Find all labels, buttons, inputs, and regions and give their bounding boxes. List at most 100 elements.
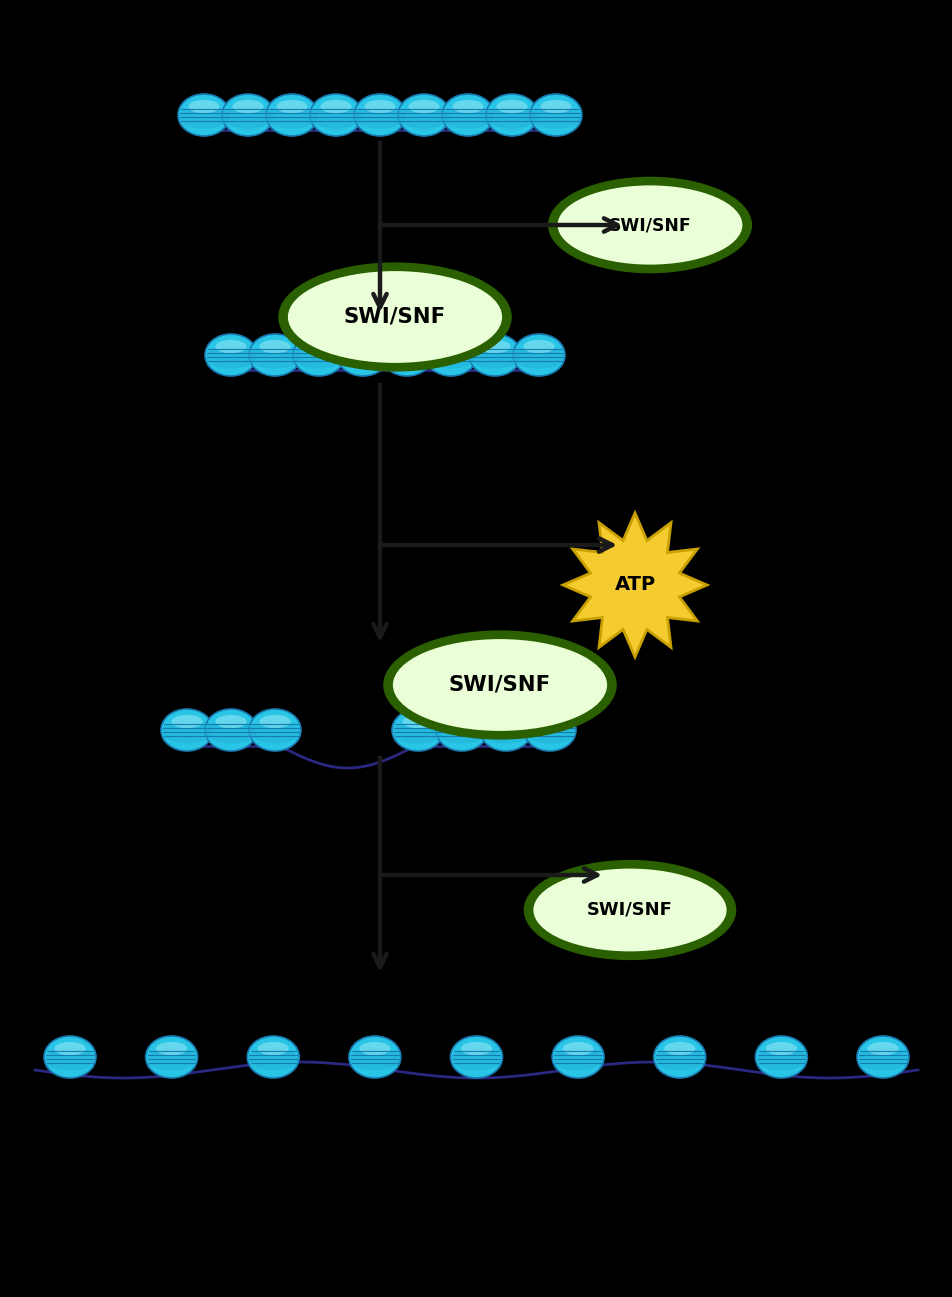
Ellipse shape: [408, 100, 439, 113]
Ellipse shape: [480, 709, 531, 751]
Ellipse shape: [398, 93, 449, 136]
Ellipse shape: [292, 335, 345, 376]
Ellipse shape: [398, 105, 449, 128]
Ellipse shape: [259, 340, 290, 353]
Ellipse shape: [257, 1041, 288, 1056]
Text: SWI/SNF: SWI/SNF: [344, 307, 446, 327]
Ellipse shape: [215, 715, 247, 729]
Ellipse shape: [425, 335, 477, 376]
Ellipse shape: [382, 351, 431, 374]
Ellipse shape: [349, 1048, 400, 1070]
Ellipse shape: [179, 112, 228, 134]
Ellipse shape: [557, 185, 742, 265]
Ellipse shape: [348, 1036, 401, 1078]
Text: SWI/SNF: SWI/SNF: [586, 901, 672, 920]
Ellipse shape: [512, 335, 565, 376]
Ellipse shape: [402, 715, 433, 729]
Ellipse shape: [46, 1054, 94, 1075]
Ellipse shape: [524, 709, 575, 751]
Ellipse shape: [222, 93, 274, 136]
Ellipse shape: [161, 721, 212, 743]
Ellipse shape: [156, 1041, 187, 1056]
Ellipse shape: [146, 1036, 197, 1078]
Ellipse shape: [399, 112, 448, 134]
Ellipse shape: [205, 335, 257, 376]
Ellipse shape: [392, 721, 443, 743]
Ellipse shape: [276, 100, 307, 113]
Ellipse shape: [337, 335, 388, 376]
Ellipse shape: [469, 345, 520, 368]
Ellipse shape: [171, 715, 203, 729]
Ellipse shape: [446, 715, 477, 729]
Ellipse shape: [206, 345, 256, 368]
Ellipse shape: [45, 1048, 95, 1070]
Ellipse shape: [755, 1048, 806, 1070]
Ellipse shape: [206, 351, 255, 374]
Ellipse shape: [248, 335, 301, 376]
Ellipse shape: [393, 728, 443, 748]
Text: SWI/SNF: SWI/SNF: [608, 217, 690, 233]
Ellipse shape: [540, 100, 571, 113]
Ellipse shape: [858, 1054, 906, 1075]
Ellipse shape: [469, 351, 519, 374]
Text: ATP: ATP: [614, 576, 655, 594]
Ellipse shape: [250, 728, 299, 748]
Ellipse shape: [359, 1041, 390, 1056]
Ellipse shape: [222, 105, 273, 128]
Ellipse shape: [551, 1036, 604, 1078]
Ellipse shape: [215, 340, 247, 353]
Ellipse shape: [664, 1041, 695, 1056]
Ellipse shape: [552, 1048, 603, 1070]
Ellipse shape: [533, 869, 725, 952]
Ellipse shape: [249, 345, 300, 368]
Ellipse shape: [232, 100, 264, 113]
Ellipse shape: [391, 340, 422, 353]
Ellipse shape: [436, 721, 487, 743]
Ellipse shape: [205, 709, 257, 751]
Ellipse shape: [249, 721, 300, 743]
Ellipse shape: [311, 112, 360, 134]
Ellipse shape: [450, 1036, 502, 1078]
Ellipse shape: [391, 709, 444, 751]
Ellipse shape: [259, 715, 290, 729]
Ellipse shape: [534, 715, 565, 729]
Ellipse shape: [337, 345, 388, 368]
Ellipse shape: [266, 93, 318, 136]
Ellipse shape: [303, 340, 334, 353]
Ellipse shape: [347, 340, 378, 353]
Ellipse shape: [496, 100, 527, 113]
Ellipse shape: [267, 105, 317, 128]
Ellipse shape: [310, 105, 361, 128]
Ellipse shape: [654, 1048, 704, 1070]
Ellipse shape: [553, 1054, 603, 1075]
Ellipse shape: [309, 93, 362, 136]
Ellipse shape: [384, 632, 615, 739]
Ellipse shape: [524, 861, 735, 960]
Ellipse shape: [468, 335, 521, 376]
Ellipse shape: [54, 1041, 86, 1056]
Ellipse shape: [486, 112, 536, 134]
Ellipse shape: [562, 1041, 593, 1056]
Ellipse shape: [147, 1054, 196, 1075]
Ellipse shape: [250, 351, 299, 374]
Ellipse shape: [654, 1054, 704, 1075]
Ellipse shape: [426, 351, 475, 374]
Ellipse shape: [866, 1041, 898, 1056]
Ellipse shape: [531, 112, 580, 134]
Ellipse shape: [146, 1048, 197, 1070]
Ellipse shape: [653, 1036, 705, 1078]
Ellipse shape: [443, 112, 492, 134]
Ellipse shape: [294, 351, 344, 374]
Ellipse shape: [486, 105, 537, 128]
Ellipse shape: [523, 340, 554, 353]
Ellipse shape: [530, 105, 581, 128]
Ellipse shape: [450, 1048, 502, 1070]
Ellipse shape: [288, 271, 502, 363]
Ellipse shape: [755, 1036, 806, 1078]
Ellipse shape: [248, 709, 301, 751]
Ellipse shape: [206, 721, 256, 743]
Ellipse shape: [353, 93, 406, 136]
Ellipse shape: [364, 100, 395, 113]
Polygon shape: [563, 514, 706, 658]
Ellipse shape: [442, 93, 493, 136]
